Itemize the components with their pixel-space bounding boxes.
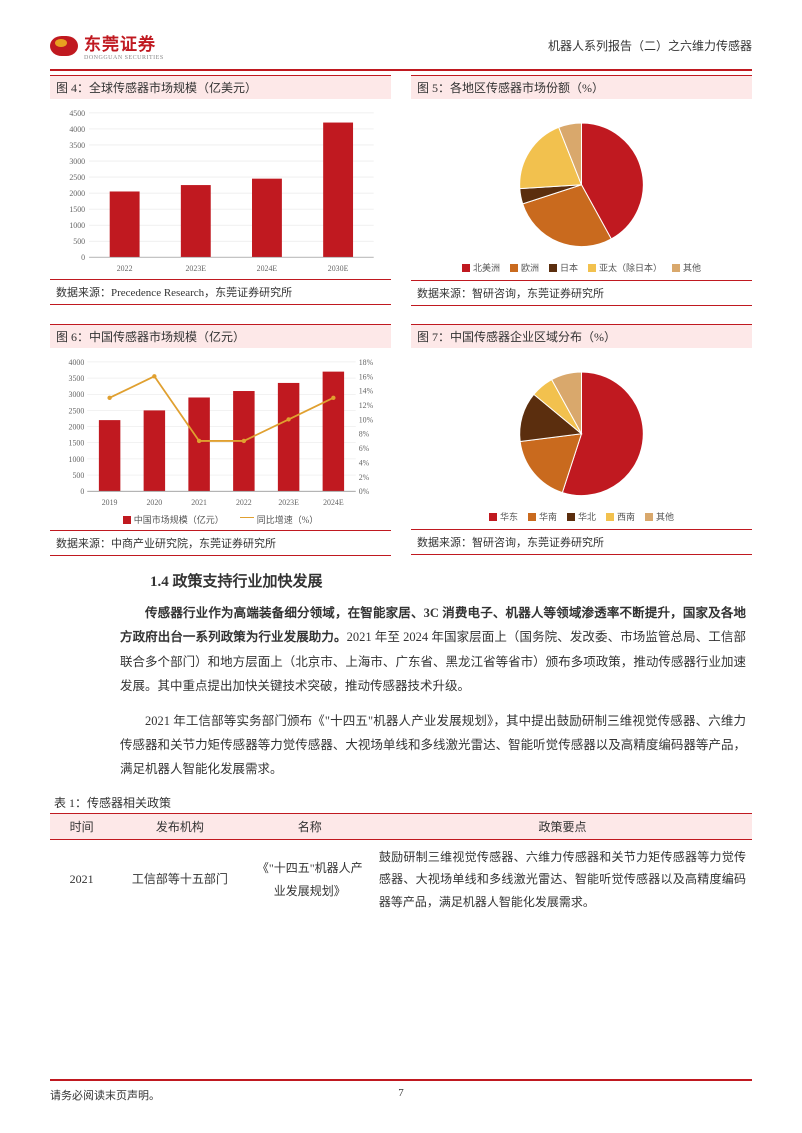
svg-text:2030E: 2030E <box>328 264 349 273</box>
figure-6-chart: 0 500 1000 1500 2000 2500 3000 3500 4000 0% 2% 4% 6%… <box>50 348 391 513</box>
body-paragraph-2: 2021 年工信部等实务部门颁布《"十四五"机器人产业发展规划》，其中提出鼓励研… <box>120 709 746 782</box>
logo-text-cn: 东莞证券 <box>84 30 164 55</box>
svg-text:2%: 2% <box>359 473 370 482</box>
svg-text:0%: 0% <box>359 487 370 496</box>
figure-7: 图 7：中国传感器企业区域分布（%） 华东华南华北西南其他 数据来源：智研咨询，… <box>411 324 752 556</box>
table-row: 2021 工信部等十五部门 《"十四五"机器人产业发展规划》 鼓励研制三维视觉传… <box>50 839 752 920</box>
svg-text:8%: 8% <box>359 430 370 439</box>
figure-4-source: 数据来源：Precedence Research，东莞证券研究所 <box>50 279 391 305</box>
figure-5-title: 图 5：各地区传感器市场份额（%） <box>411 75 752 99</box>
svg-text:2021: 2021 <box>191 498 207 507</box>
td-point: 鼓励研制三维视觉传感器、六维力传感器和关节力矩传感器等力觉传感器、大视场单线和多… <box>373 839 752 920</box>
svg-text:6%: 6% <box>359 444 370 453</box>
svg-text:2024E: 2024E <box>257 264 278 273</box>
page-number: 7 <box>398 1087 404 1099</box>
th-time: 时间 <box>50 813 113 839</box>
svg-text:2023E: 2023E <box>185 264 206 273</box>
logo-icon <box>50 36 78 56</box>
body-paragraph-1: 传感器行业作为高端装备细分领域，在智能家居、3C 消费电子、机器人等领域渗透率不… <box>120 601 746 699</box>
figure-7-source: 数据来源：智研咨询，东莞证券研究所 <box>411 529 752 555</box>
figure-4-title: 图 4：全球传感器市场规模（亿美元） <box>50 75 391 99</box>
svg-text:4000: 4000 <box>69 125 85 134</box>
svg-text:10%: 10% <box>359 415 374 424</box>
svg-text:4%: 4% <box>359 458 370 467</box>
figure-7-title: 图 7：中国传感器企业区域分布（%） <box>411 324 752 348</box>
figure-5: 图 5：各地区传感器市场份额（%） 北美洲欧洲日本亚太（除日本）其他 数据来源：… <box>411 75 752 306</box>
svg-text:1000: 1000 <box>69 455 85 464</box>
svg-text:1000: 1000 <box>69 221 85 230</box>
svg-text:12%: 12% <box>359 401 374 410</box>
svg-text:2022: 2022 <box>117 264 133 273</box>
figure-6-title: 图 6：中国传感器市场规模（亿元） <box>50 324 391 348</box>
th-point: 政策要点 <box>373 813 752 839</box>
svg-text:4000: 4000 <box>69 358 85 367</box>
pie-chart-svg <box>417 107 746 262</box>
svg-text:0: 0 <box>80 487 84 496</box>
logo: 东莞证券 DONGGUAN SECURITIES <box>50 30 164 61</box>
svg-text:1500: 1500 <box>69 205 85 214</box>
svg-text:3000: 3000 <box>69 390 85 399</box>
page-header: 东莞证券 DONGGUAN SECURITIES 机器人系列报告（二）之六维力传… <box>50 30 752 61</box>
pie-chart-svg <box>417 356 746 511</box>
svg-text:3500: 3500 <box>69 141 85 150</box>
footer-disclaimer: 请务必阅读末页声明。 <box>50 1087 160 1103</box>
td-time: 2021 <box>50 839 113 920</box>
figure-4: 图 4：全球传感器市场规模（亿美元） 0 500 1000 1500 2000 2500 3… <box>50 75 391 306</box>
doc-title: 机器人系列报告（二）之六维力传感器 <box>548 37 752 54</box>
svg-text:2023E: 2023E <box>278 498 299 507</box>
th-name: 名称 <box>247 813 373 839</box>
svg-text:16%: 16% <box>359 372 374 381</box>
table-1-title: 表 1：传感器相关政策 <box>50 792 752 813</box>
svg-text:500: 500 <box>73 237 85 246</box>
svg-text:2020: 2020 <box>146 498 162 507</box>
figure-4-chart: 0 500 1000 1500 2000 2500 3000 3500 4000 4500 2022… <box>50 99 391 279</box>
figure-6-legend: 中国市场规模（亿元）同比增速（%） <box>50 513 391 530</box>
figure-5-source: 数据来源：智研咨询，东莞证券研究所 <box>411 280 752 306</box>
svg-text:4500: 4500 <box>69 109 85 118</box>
svg-text:14%: 14% <box>359 387 374 396</box>
section-heading: 1.4 政策支持行业加快发展 <box>150 570 752 591</box>
header-rule <box>50 69 752 71</box>
svg-text:2000: 2000 <box>69 189 85 198</box>
td-name: 《"十四五"机器人产业发展规划》 <box>247 839 373 920</box>
figure-7-chart <box>411 348 752 508</box>
svg-text:2500: 2500 <box>69 406 85 415</box>
svg-text:18%: 18% <box>359 358 374 367</box>
figure-6: 图 6：中国传感器市场规模（亿元） 0 500 1000 1500 2000 2500 30… <box>50 324 391 556</box>
policy-table: 时间 发布机构 名称 政策要点 2021 工信部等十五部门 《"十四五"机器人产… <box>50 813 752 920</box>
combo-chart-svg: 0 500 1000 1500 2000 2500 3000 3500 4000 0% 2% 4% 6%… <box>56 356 385 509</box>
bar-chart-svg: 0 500 1000 1500 2000 2500 3000 3500 4000 4500 2022… <box>56 107 385 275</box>
th-agency: 发布机构 <box>113 813 246 839</box>
page-footer: 请务必阅读末页声明。 7 <box>50 1079 752 1103</box>
svg-text:500: 500 <box>72 471 84 480</box>
svg-text:2019: 2019 <box>102 498 118 507</box>
figure-row-2: 图 6：中国传感器市场规模（亿元） 0 500 1000 1500 2000 2500 30… <box>50 324 752 556</box>
svg-text:3000: 3000 <box>69 157 85 166</box>
table-header-row: 时间 发布机构 名称 政策要点 <box>50 813 752 839</box>
figure-6-source: 数据来源：中商产业研究院，东莞证券研究所 <box>50 530 391 556</box>
logo-text-en: DONGGUAN SECURITIES <box>84 55 164 61</box>
svg-text:3500: 3500 <box>69 374 85 383</box>
svg-text:2000: 2000 <box>69 423 85 432</box>
td-agency: 工信部等十五部门 <box>113 839 246 920</box>
svg-text:0: 0 <box>81 253 85 262</box>
svg-text:2024E: 2024E <box>323 498 344 507</box>
figure-row-1: 图 4：全球传感器市场规模（亿美元） 0 500 1000 1500 2000 2500 3… <box>50 75 752 306</box>
svg-text:1500: 1500 <box>69 439 85 448</box>
figure-5-chart <box>411 99 752 259</box>
svg-text:2022: 2022 <box>236 498 252 507</box>
svg-text:2500: 2500 <box>69 173 85 182</box>
